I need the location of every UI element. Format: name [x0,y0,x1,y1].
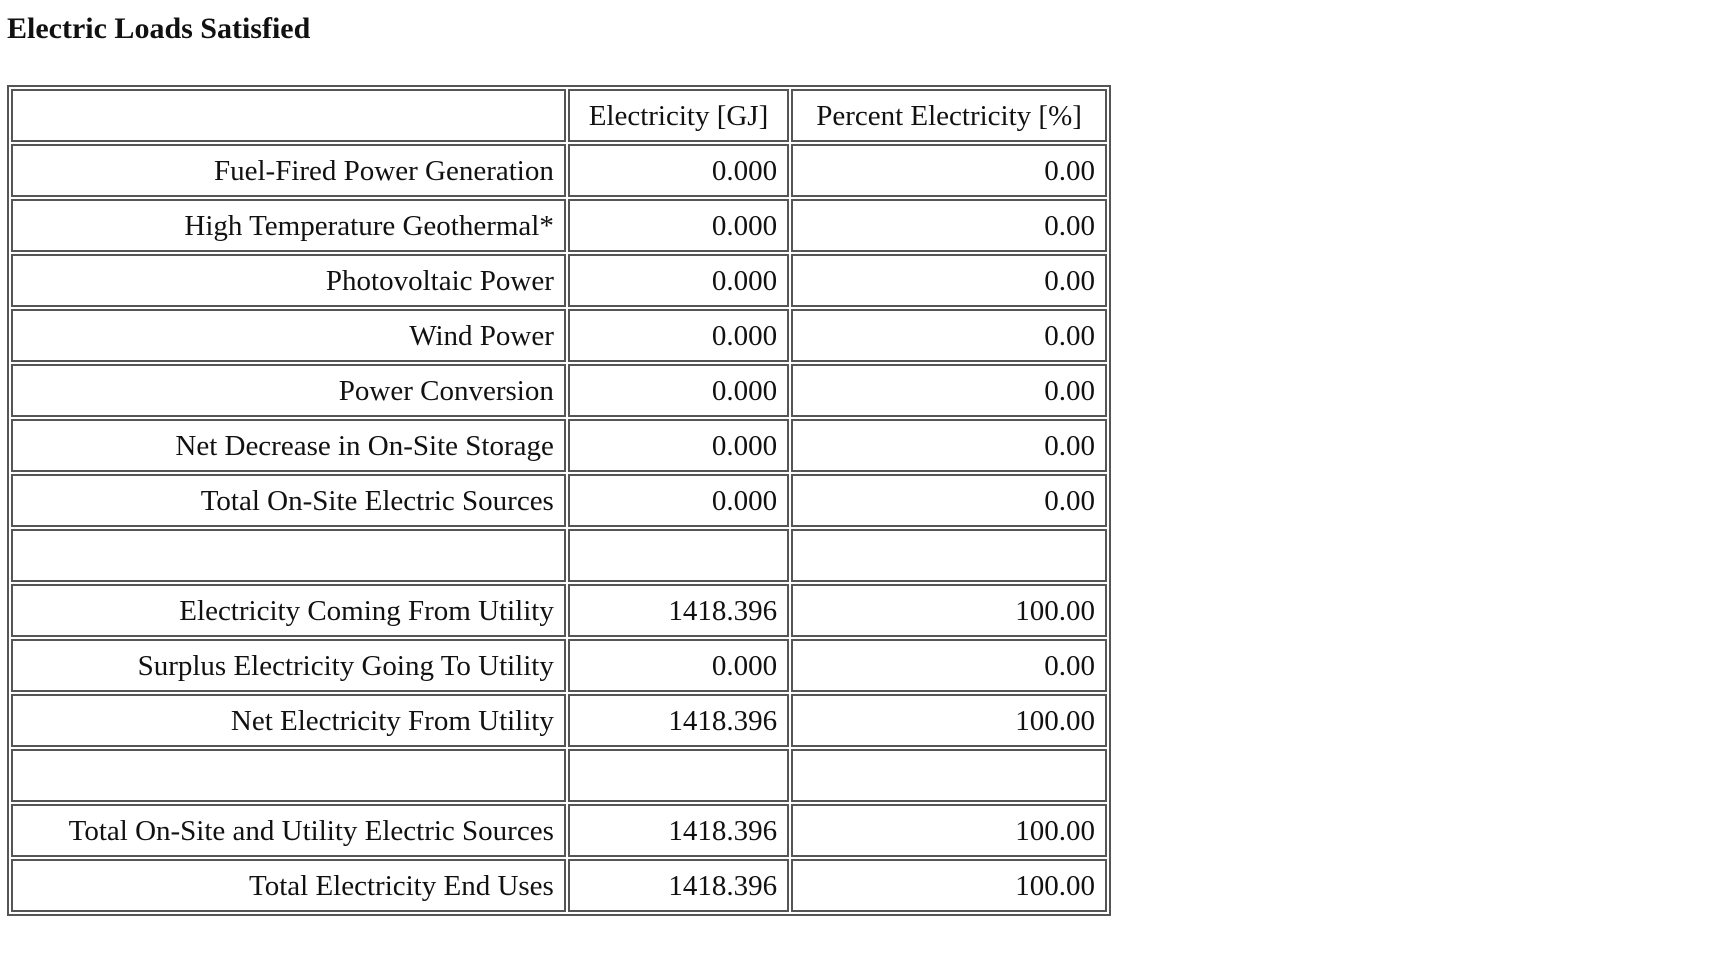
percent-cell: 0.00 [791,474,1107,527]
row-label-cell: Power Conversion [11,364,566,417]
page-title: Electric Loads Satisfied [7,12,311,45]
table-row: Fuel-Fired Power Generation 0.000 0.00 [11,144,1107,197]
row-label-cell: Net Electricity From Utility [11,694,566,747]
table-row: Total Electricity End Uses 1418.396 100.00 [11,859,1107,912]
electricity-cell: 1418.396 [567,804,790,857]
electricity-cell: 0.000 [567,199,790,252]
percent-cell: 0.00 [791,419,1107,472]
row-label-cell: Wind Power [11,309,566,362]
electricity-cell: 0.000 [567,364,790,417]
row-label-cell: Total On-Site and Utility Electric Sourc… [11,804,566,857]
electric-loads-table: Electricity [GJ] Percent Electricity [%]… [7,85,1111,916]
electricity-cell: 1418.396 [567,859,790,912]
table-row [11,749,1107,802]
table-row: Wind Power 0.000 0.00 [11,309,1107,362]
percent-cell: 100.00 [791,859,1107,912]
electricity-cell: 0.000 [567,254,790,307]
table-row: Total On-Site and Utility Electric Sourc… [11,804,1107,857]
percent-cell: 100.00 [791,804,1107,857]
percent-cell [791,749,1107,802]
column-header-percent: Percent Electricity [%] [791,89,1107,142]
column-header-label [11,89,566,142]
percent-cell: 0.00 [791,254,1107,307]
row-label-cell [11,529,566,582]
table-row: Total On-Site Electric Sources 0.000 0.00 [11,474,1107,527]
row-label-cell: Surplus Electricity Going To Utility [11,639,566,692]
electricity-cell: 1418.396 [567,584,790,637]
row-label-cell: Total On-Site Electric Sources [11,474,566,527]
percent-cell: 0.00 [791,309,1107,362]
percent-cell: 0.00 [791,364,1107,417]
electricity-cell [567,529,790,582]
electricity-cell: 0.000 [567,419,790,472]
percent-cell: 100.00 [791,694,1107,747]
row-label-cell: Electricity Coming From Utility [11,584,566,637]
row-label-cell [11,749,566,802]
percent-cell: 0.00 [791,144,1107,197]
table-row [11,529,1107,582]
table-row: Photovoltaic Power 0.000 0.00 [11,254,1107,307]
electricity-cell: 1418.396 [567,694,790,747]
table-row: High Temperature Geothermal* 0.000 0.00 [11,199,1107,252]
header-row: Electricity [GJ] Percent Electricity [%] [11,89,1107,142]
table-row: Electricity Coming From Utility 1418.396 1… [11,584,1107,637]
table-row: Surplus Electricity Going To Utility 0.00… [11,639,1107,692]
row-label-cell: Fuel-Fired Power Generation [11,144,566,197]
row-label-cell: Photovoltaic Power [11,254,566,307]
table-row: Power Conversion 0.000 0.00 [11,364,1107,417]
electricity-cell: 0.000 [567,474,790,527]
table-row: Net Decrease in On-Site Storage 0.000 0.00 [11,419,1107,472]
percent-cell: 0.00 [791,199,1107,252]
electricity-cell: 0.000 [567,144,790,197]
electricity-cell: 0.000 [567,639,790,692]
row-label-cell: Net Decrease in On-Site Storage [11,419,566,472]
percent-cell: 0.00 [791,639,1107,692]
electricity-cell [567,749,790,802]
row-label-cell: High Temperature Geothermal* [11,199,566,252]
column-header-electricity: Electricity [GJ] [567,89,790,142]
table-body: Fuel-Fired Power Generation 0.000 0.00 High… [11,144,1107,912]
table-row: Net Electricity From Utility 1418.396 100.… [11,694,1107,747]
row-label-cell: Total Electricity End Uses [11,859,566,912]
percent-cell: 100.00 [791,584,1107,637]
electricity-cell: 0.000 [567,309,790,362]
percent-cell [791,529,1107,582]
